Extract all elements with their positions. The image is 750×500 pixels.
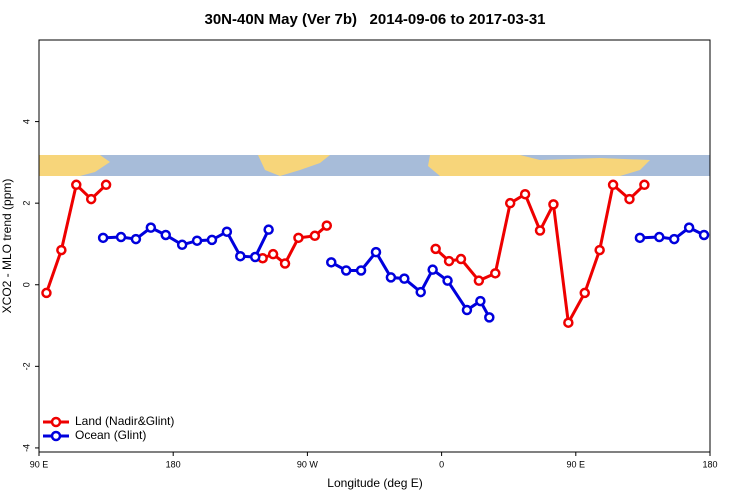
- y-tick-label: -4: [21, 444, 31, 452]
- legend-label: Ocean (Glint): [75, 428, 146, 442]
- map-strip: [39, 155, 710, 176]
- data-point: [443, 255, 455, 267]
- data-point: [455, 253, 467, 265]
- data-point: [415, 286, 426, 298]
- data-point: [355, 265, 367, 276]
- data-point: [504, 197, 516, 209]
- chart-title: 30N-40N May (Ver 7b) 2014-09-06 to 2017-…: [204, 11, 545, 28]
- y-tick-label: 0: [21, 282, 31, 287]
- x-tick-label: 90 W: [297, 459, 319, 469]
- data-point: [385, 272, 397, 283]
- legend-label: Land (Nadir&Glint): [75, 414, 174, 428]
- data-point: [71, 179, 82, 191]
- data-point: [340, 265, 352, 276]
- data-point: [309, 230, 321, 242]
- data-point: [399, 273, 410, 284]
- data-point: [519, 188, 531, 200]
- data-point: [534, 225, 546, 236]
- data-point: [475, 295, 486, 307]
- data-point: [97, 232, 109, 244]
- x-tick-label: 180: [166, 459, 181, 469]
- data-point: [563, 317, 574, 328]
- data-point: [321, 220, 333, 231]
- y-tick-label: 2: [21, 201, 31, 206]
- data-point: [442, 275, 453, 286]
- x-axis-label: Longitude (deg E): [327, 476, 422, 490]
- data-point: [145, 222, 157, 233]
- data-point: [430, 243, 441, 255]
- data-point: [263, 224, 274, 235]
- data-point: [370, 246, 382, 258]
- data-point: [130, 233, 142, 245]
- data-point: [484, 312, 495, 323]
- data-point: [427, 264, 438, 275]
- data-point: [579, 287, 590, 299]
- data-point: [639, 179, 650, 191]
- data-point: [461, 304, 473, 316]
- data-point: [654, 231, 665, 243]
- x-tick-label: 90 E: [30, 459, 49, 469]
- x-tick-label: 90 E: [567, 459, 586, 469]
- data-point: [634, 232, 646, 244]
- data-point: [607, 179, 619, 191]
- data-point: [594, 244, 605, 256]
- data-point: [41, 287, 52, 299]
- data-point: [698, 229, 710, 241]
- data-point: [668, 233, 680, 245]
- y-tick-label: -2: [21, 362, 31, 370]
- data-point: [100, 179, 112, 191]
- data-point: [624, 193, 635, 205]
- y-tick-label: 4: [21, 119, 31, 124]
- legend-marker: [50, 430, 62, 442]
- data-point: [473, 275, 485, 286]
- x-tick-label: 180: [702, 459, 717, 469]
- data-point: [56, 244, 67, 256]
- data-point: [490, 268, 501, 279]
- data-point: [548, 199, 559, 210]
- y-axis-label: XCO2 - MLO trend (ppm): [0, 179, 14, 314]
- data-point: [293, 232, 304, 244]
- data-point: [267, 248, 279, 260]
- data-point: [176, 239, 188, 251]
- data-point: [221, 226, 233, 237]
- data-point: [191, 235, 203, 246]
- data-point: [160, 229, 171, 241]
- data-point: [115, 231, 127, 243]
- plot-frame: [38, 39, 711, 453]
- data-point: [326, 257, 337, 268]
- legend-marker: [50, 416, 62, 428]
- data-point: [279, 258, 291, 269]
- data-point: [249, 251, 261, 263]
- data-point: [683, 222, 695, 233]
- x-tick-label: 0: [439, 459, 444, 469]
- data-point: [85, 193, 97, 205]
- data-point: [235, 250, 246, 262]
- data-point: [206, 234, 218, 246]
